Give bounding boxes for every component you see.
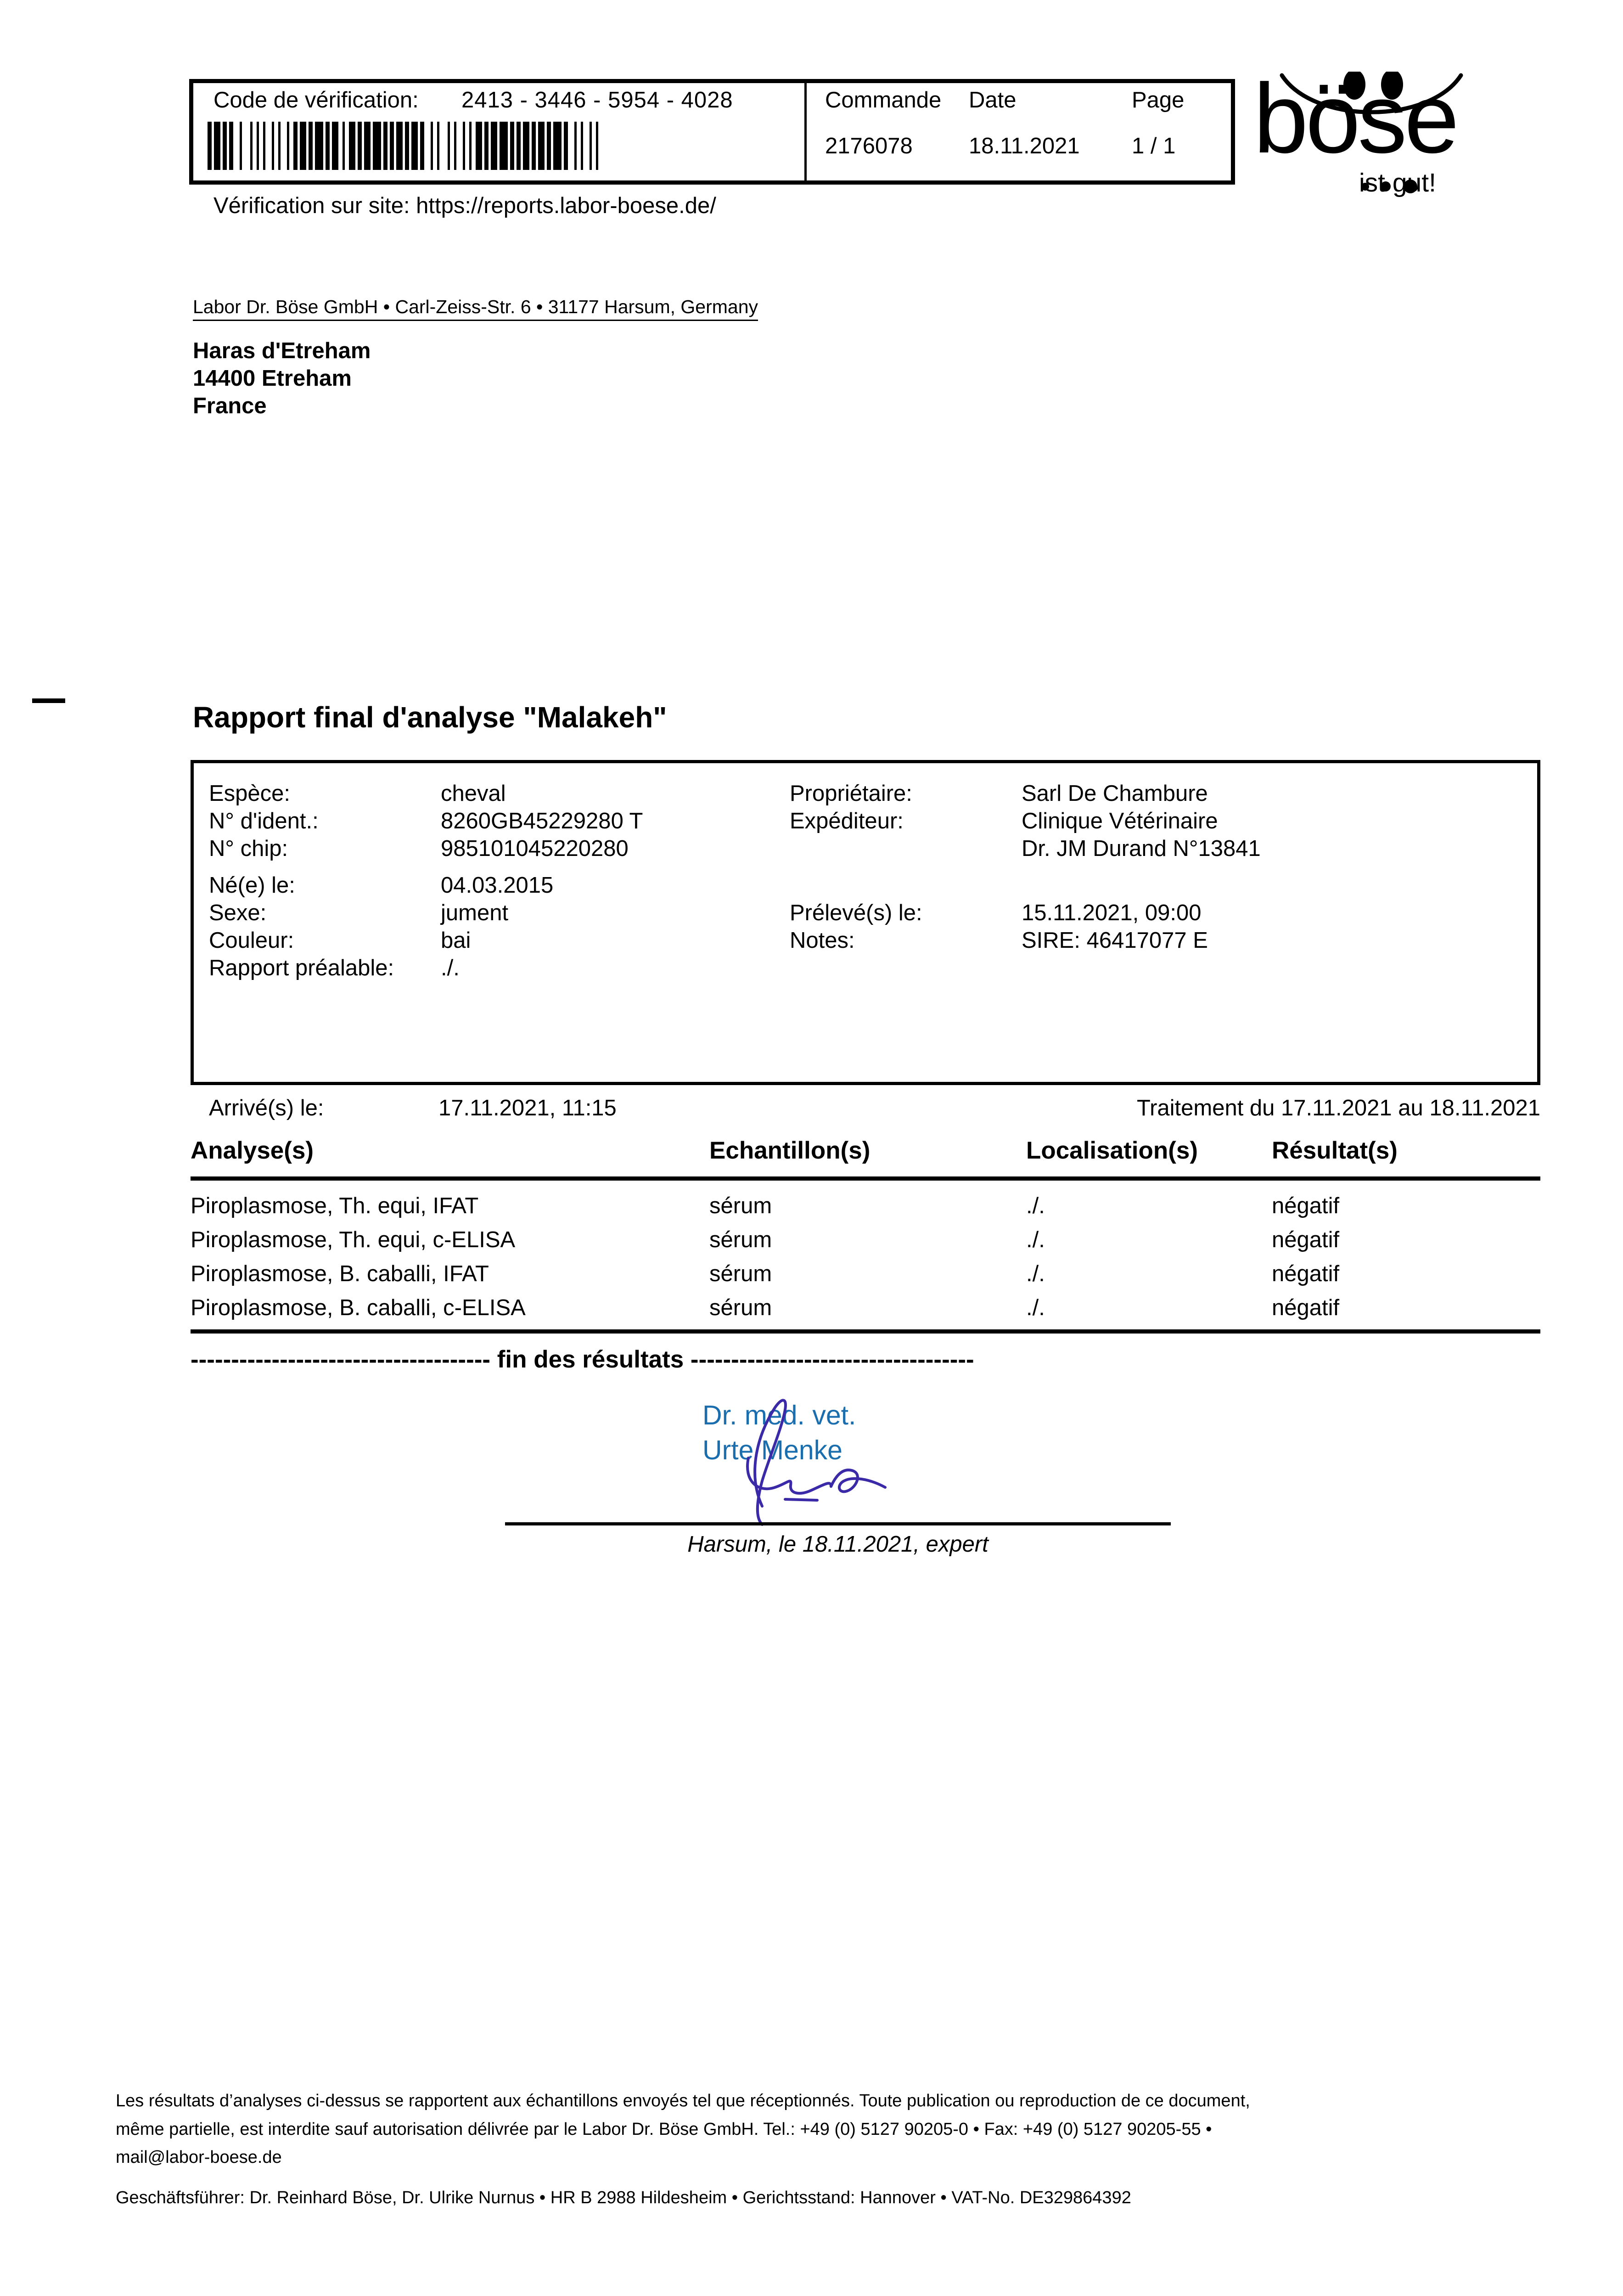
- verification-site-url[interactable]: Vérification sur site: https://reports.l…: [213, 193, 716, 218]
- table-cell-analyse: Piroplasmose, Th. equi, c-ELISA: [191, 1227, 516, 1252]
- header-column-divider: [804, 83, 807, 180]
- recipient-line-2: 14400 Etreham: [193, 366, 352, 391]
- info-value-right-3: 15.11.2021, 09:00: [1022, 900, 1202, 925]
- verification-code-value: 2413 - 3446 - 5954 - 4028: [461, 88, 733, 113]
- column-header-analyse: Analyse(s): [191, 1137, 314, 1164]
- footer-line-2: même partielle, est interdite sauf autor…: [116, 2119, 1212, 2139]
- treatment-period: Traitement du 17.11.2021 au 18.11.2021: [1136, 1096, 1540, 1120]
- table-cell-resultat: négatif: [1272, 1295, 1340, 1320]
- info-value-left-2: 985101045220280: [441, 836, 629, 861]
- smiley-face-icon: [1280, 72, 1463, 114]
- info-label-left-3: Né(e) le:: [209, 873, 295, 898]
- info-label-left-0: Espèce:: [209, 781, 291, 806]
- header-label-commande: Commande: [825, 88, 942, 113]
- info-label-right-3: Prélevé(s) le:: [790, 900, 922, 925]
- header-value-date: 18.11.2021: [969, 134, 1080, 158]
- table-cell-localisation: ./.: [1026, 1261, 1045, 1286]
- column-header-echantillon: Echantillon(s): [709, 1137, 870, 1164]
- info-value-right-0: Sarl De Chambure: [1022, 781, 1208, 806]
- logo-wordmark: böse: [1253, 63, 1459, 174]
- signature-place-date: Harsum, le 18.11.2021, expert: [687, 1532, 988, 1557]
- signature-rule: [505, 1522, 1171, 1525]
- sender-address-line: Labor Dr. Böse GmbH • Carl-Zeiss-Str. 6 …: [193, 296, 758, 321]
- header-label-page: Page: [1132, 88, 1185, 113]
- recipient-line-1: Haras d'Etreham: [193, 338, 371, 363]
- signature-line-1: Dr. med. vet.: [702, 1400, 856, 1430]
- info-label-left-1: N° d'ident.:: [209, 809, 319, 833]
- signature-printed-name: Dr. med. vet. Urte Menke: [702, 1398, 941, 1468]
- info-label-left-5: Couleur:: [209, 928, 294, 953]
- verification-code-label: Code de vérification:: [213, 88, 419, 113]
- barcode: [208, 122, 602, 170]
- logo-dots-icon: [1361, 178, 1423, 197]
- info-value-right-4: SIRE: 46417077 E: [1022, 928, 1208, 953]
- footer-legal-text: Les résultats d’analyses ci-dessus se ra…: [116, 2087, 1516, 2212]
- info-label-right-0: Propriétaire:: [790, 781, 912, 806]
- info-value-left-6: ./.: [441, 956, 460, 980]
- verification-header-box: [189, 79, 1235, 185]
- signature-line-2: Urte Menke: [702, 1435, 842, 1465]
- table-rule-top: [191, 1176, 1540, 1181]
- table-cell-resultat: négatif: [1272, 1193, 1340, 1218]
- info-value-right-2: Dr. JM Durand N°13841: [1022, 836, 1261, 861]
- info-label-left-4: Sexe:: [209, 900, 267, 925]
- page-title: Rapport final d'analyse "Malakeh": [193, 701, 667, 734]
- table-cell-resultat: négatif: [1272, 1227, 1340, 1252]
- table-cell-resultat: négatif: [1272, 1261, 1340, 1286]
- signature-block: Dr. med. vet. Urte Menke: [702, 1398, 941, 1526]
- info-value-left-4: jument: [441, 900, 509, 925]
- footer-line-4: Geschäftsführer: Dr. Reinhard Böse, Dr. …: [116, 2188, 1131, 2207]
- table-cell-localisation: ./.: [1026, 1227, 1045, 1252]
- footer-line-3: mail@labor-boese.de: [116, 2148, 282, 2167]
- fold-mark: [32, 698, 65, 703]
- table-cell-echantillon: sérum: [709, 1295, 772, 1320]
- arrival-value: 17.11.2021, 11:15: [438, 1096, 617, 1120]
- table-cell-echantillon: sérum: [709, 1227, 772, 1252]
- info-label-left-2: N° chip:: [209, 836, 288, 861]
- header-value-page: 1 / 1: [1132, 134, 1176, 158]
- info-value-left-3: 04.03.2015: [441, 873, 554, 898]
- info-label-left-6: Rapport préalable:: [209, 956, 394, 980]
- column-header-resultat: Résultat(s): [1272, 1137, 1398, 1164]
- info-label-right-4: Notes:: [790, 928, 855, 953]
- company-logo: böse ist gut!: [1253, 55, 1529, 207]
- recipient-line-3: France: [193, 393, 267, 418]
- recipient-address-block: Haras d'Etreham 14400 Etreham France: [193, 338, 371, 420]
- table-cell-analyse: Piroplasmose, B. caballi, c-ELISA: [191, 1295, 526, 1320]
- table-cell-analyse: Piroplasmose, Th. equi, IFAT: [191, 1193, 479, 1218]
- info-label-right-1: Expéditeur:: [790, 809, 904, 833]
- logo-tagline: ist gut!: [1359, 168, 1436, 197]
- header-value-commande: 2176078: [825, 134, 913, 158]
- table-rule-bottom: [191, 1329, 1540, 1334]
- info-value-left-1: 8260GB45229280 T: [441, 809, 643, 833]
- column-header-localisation: Localisation(s): [1026, 1137, 1198, 1164]
- table-cell-echantillon: sérum: [709, 1193, 772, 1218]
- info-value-left-5: bai: [441, 928, 471, 953]
- table-cell-analyse: Piroplasmose, B. caballi, IFAT: [191, 1261, 489, 1286]
- table-cell-echantillon: sérum: [709, 1261, 772, 1286]
- header-label-date: Date: [969, 88, 1016, 113]
- footer-line-1: Les résultats d’analyses ci-dessus se ra…: [116, 2091, 1250, 2110]
- table-cell-localisation: ./.: [1026, 1193, 1045, 1218]
- arrival-label: Arrivé(s) le:: [209, 1096, 324, 1120]
- info-value-right-1: Clinique Vétérinaire: [1022, 809, 1218, 833]
- table-cell-localisation: ./.: [1026, 1295, 1045, 1320]
- info-value-left-0: cheval: [441, 781, 506, 806]
- end-of-results-marker: ------------------------------------- fi…: [191, 1346, 974, 1373]
- animal-info-box: [191, 760, 1540, 1085]
